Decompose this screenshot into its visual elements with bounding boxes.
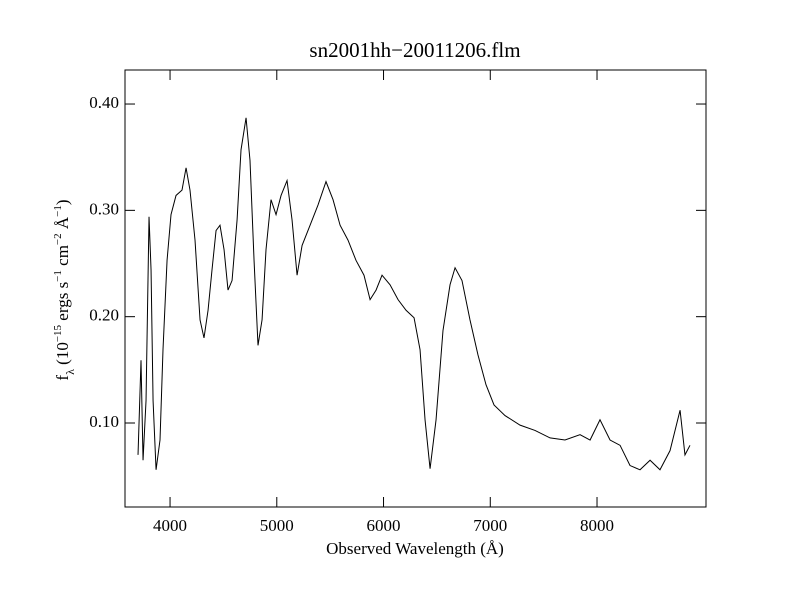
y-tick-label: 0.10 bbox=[89, 412, 119, 431]
x-tick-label: 8000 bbox=[580, 516, 614, 535]
y-label-part: −15 bbox=[52, 324, 64, 342]
x-tick-label: 7000 bbox=[473, 516, 507, 535]
x-axis-label: Observed Wavelength (Å) bbox=[326, 539, 504, 558]
x-tick-label: 5000 bbox=[260, 516, 294, 535]
y-label-part: λ bbox=[63, 369, 77, 375]
y-label-part: −1 bbox=[52, 270, 64, 282]
y-tick-label: 0.20 bbox=[89, 306, 119, 325]
y-label-part: f bbox=[53, 375, 72, 381]
x-tick-label: 6000 bbox=[367, 516, 401, 535]
y-axis-label: fλ (10−15 ergs s−1 cm−2 Å−1) bbox=[52, 199, 77, 380]
x-tick-label: 4000 bbox=[153, 516, 187, 535]
y-tick-label: 0.40 bbox=[89, 93, 119, 112]
y-label-part: −1 bbox=[52, 205, 64, 217]
y-label-part: (10 bbox=[53, 342, 72, 369]
plot-frame bbox=[124, 69, 707, 508]
chart-title: sn2001hh−20011206.flm bbox=[309, 38, 520, 62]
y-label-part: ) bbox=[53, 199, 72, 205]
y-tick-label: 0.30 bbox=[89, 199, 119, 218]
spectrum-line bbox=[137, 117, 691, 471]
y-label-part: ergs s bbox=[53, 282, 72, 325]
y-label-part: −2 bbox=[52, 233, 64, 245]
y-label-part: cm bbox=[53, 245, 72, 270]
y-label-part: Å bbox=[53, 216, 72, 233]
